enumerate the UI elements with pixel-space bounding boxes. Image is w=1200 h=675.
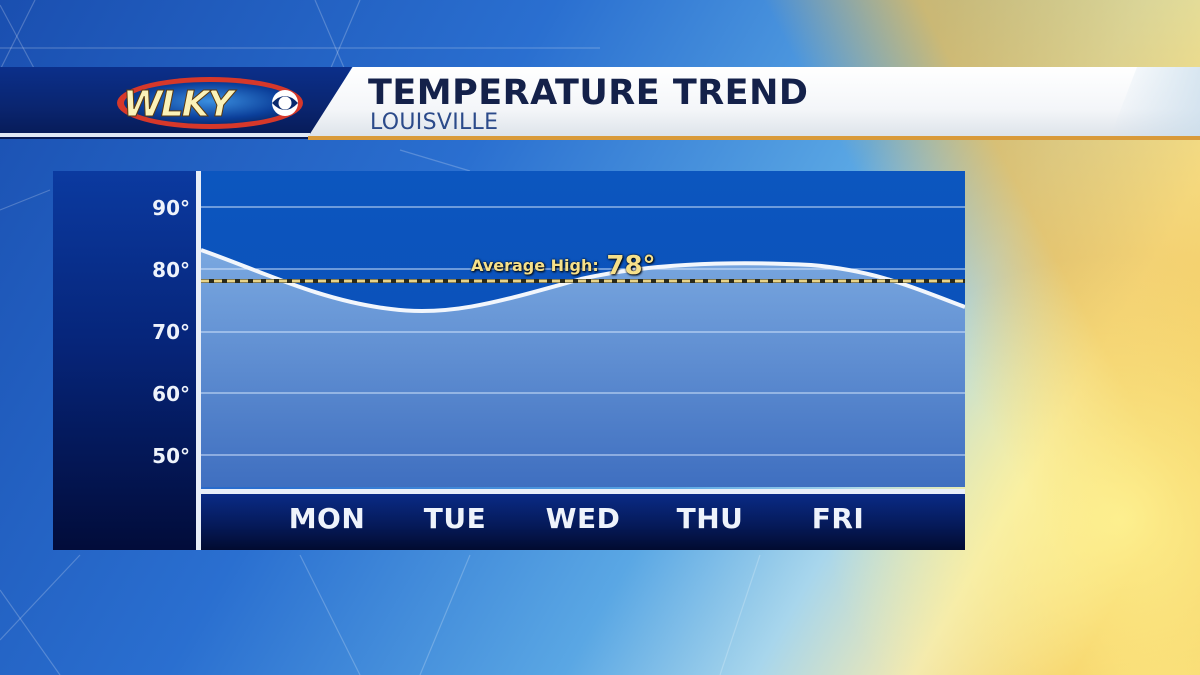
y-tick-70: 70° (152, 320, 190, 344)
temperature-area (201, 250, 965, 487)
title-banner: WLKY TEMPERATURE TREND LOUISVILLE (0, 67, 1200, 141)
x-axis-line (201, 489, 965, 494)
x-label-fri: FRI (811, 502, 865, 535)
temperature-chart: 90° 80° 70° 60° 50° (53, 171, 965, 550)
y-axis-line (196, 171, 201, 550)
wlky-logo: WLKY (117, 77, 303, 129)
x-axis-panel: MON TUE WED THU FRI (201, 494, 965, 550)
temperature-curve (201, 206, 965, 487)
gridlines (201, 206, 965, 456)
average-high-text: Average High: (471, 256, 599, 275)
wlky-wordmark: WLKY (123, 84, 238, 125)
average-high-value: 78° (606, 251, 656, 281)
location-subtitle: LOUISVILLE (370, 110, 499, 135)
y-tick-60: 60° (152, 382, 190, 406)
y-tick-90: 90° (152, 196, 190, 220)
average-high-label: Average High: 78° (471, 251, 656, 281)
page-title: TEMPERATURE TREND (368, 73, 809, 113)
x-label-mon: MON (288, 502, 366, 535)
y-tick-80: 80° (152, 258, 190, 282)
banner-title-panel (308, 67, 1200, 137)
cbs-eye-icon (272, 90, 298, 116)
banner-gold-rule (308, 136, 1200, 140)
plot-area: Average High: 78° (201, 171, 965, 487)
x-label-wed: WED (545, 502, 621, 535)
banner-stripe (0, 133, 310, 137)
y-axis-panel: 90° 80° 70° 60° 50° (53, 171, 196, 550)
y-tick-50: 50° (152, 444, 190, 468)
x-label-thu: THU (676, 502, 744, 535)
x-label-tue: TUE (423, 502, 487, 535)
